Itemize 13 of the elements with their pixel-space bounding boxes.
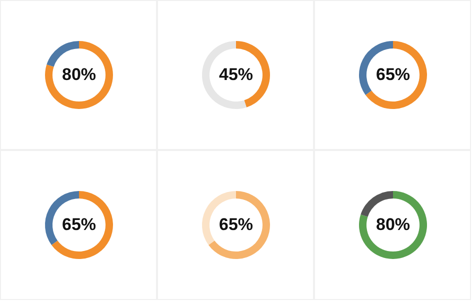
text: 65% xyxy=(218,215,253,234)
text: 80% xyxy=(61,65,96,84)
text: 80% xyxy=(375,215,410,234)
text: 65% xyxy=(61,215,96,234)
text: 65% xyxy=(375,65,410,84)
donut-slice xyxy=(50,191,112,259)
donut-slice xyxy=(360,191,392,217)
donut-slice xyxy=(46,41,78,67)
donut-slice xyxy=(364,41,426,109)
donut-slice xyxy=(358,191,426,259)
text: 45% xyxy=(218,65,253,84)
donut-slice xyxy=(44,41,112,109)
donut-slice xyxy=(208,191,270,259)
